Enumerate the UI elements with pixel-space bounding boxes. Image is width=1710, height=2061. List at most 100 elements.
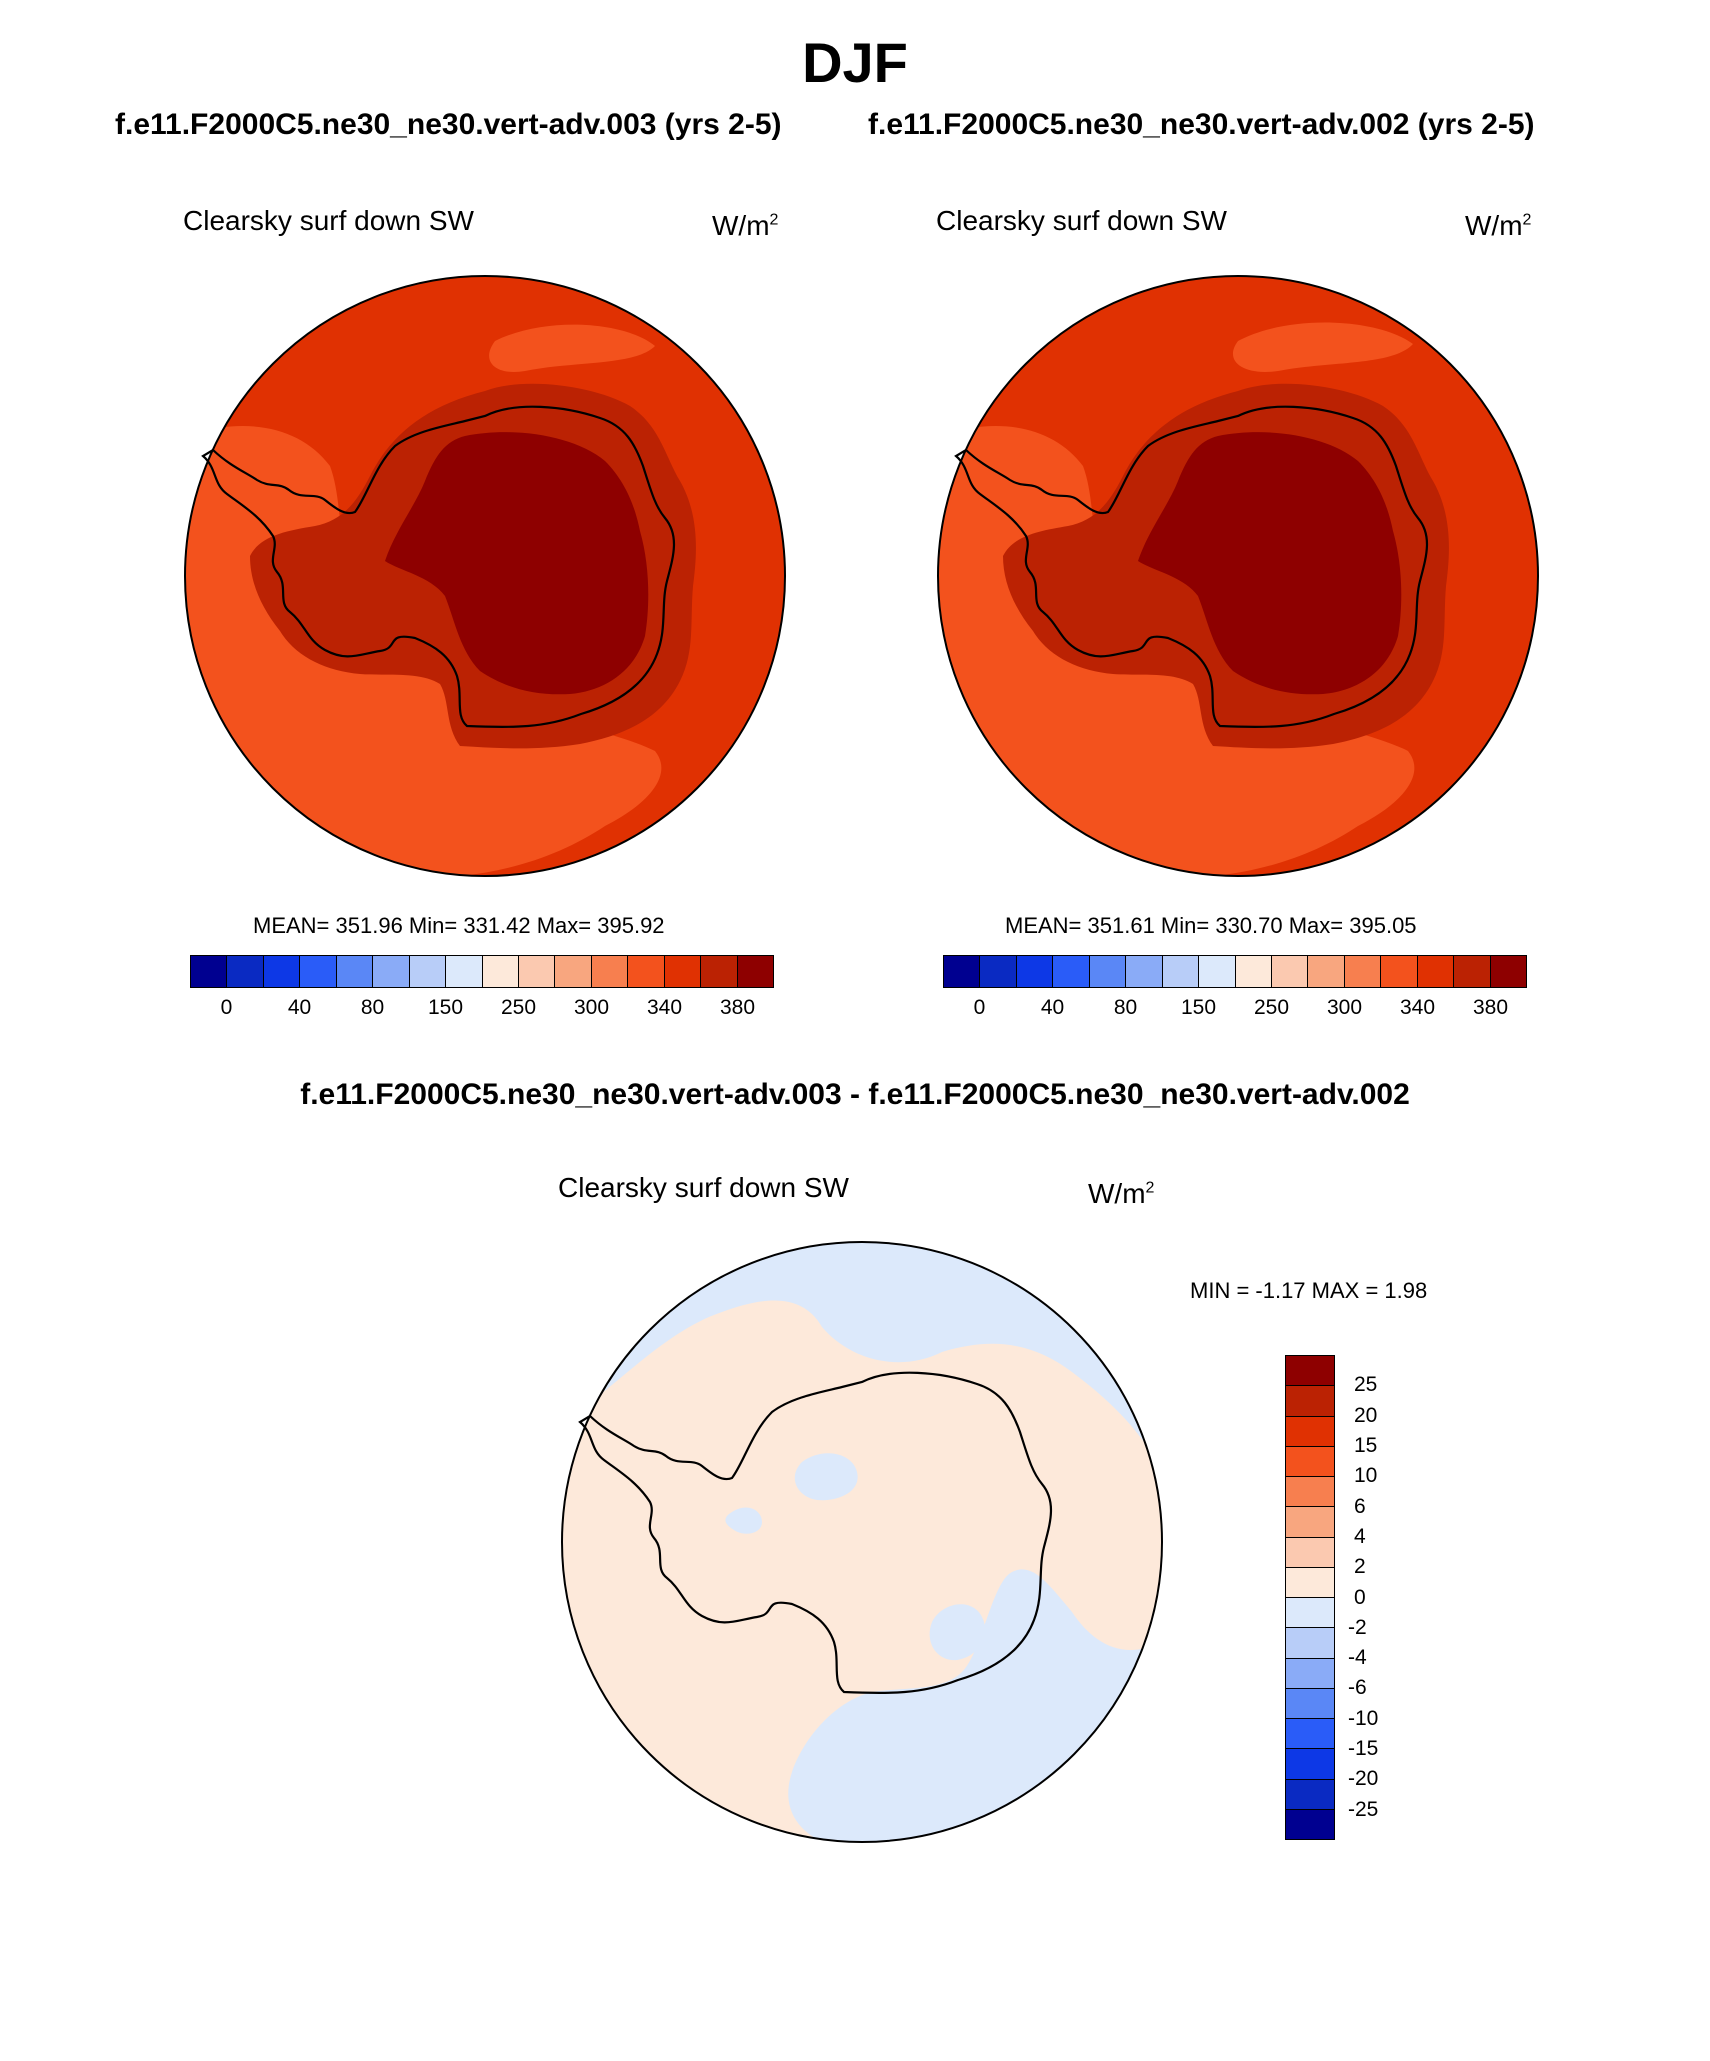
colorbar-swatch bbox=[1381, 956, 1418, 987]
colorbar-swatch bbox=[482, 956, 519, 987]
colorbar-swatch bbox=[1308, 956, 1345, 987]
colorbar-swatch bbox=[944, 956, 981, 987]
colorbar-swatch bbox=[1286, 1809, 1334, 1839]
colorbar-swatch bbox=[446, 956, 483, 987]
colorbar-swatch bbox=[737, 956, 773, 987]
panel-a-stats: MEAN= 351.96 Min= 331.42 Max= 395.92 bbox=[253, 913, 665, 938]
colorbar-swatch bbox=[1199, 956, 1236, 987]
colorbar-swatch bbox=[1286, 1537, 1334, 1568]
colorbar-swatch bbox=[191, 956, 228, 987]
colorbar-swatch bbox=[1286, 1416, 1334, 1447]
colorbar-swatch bbox=[263, 956, 301, 987]
colorbar-swatch bbox=[336, 956, 374, 987]
panel-a-colorbar-ticks: 0 40 80 150 250 300 340 380 bbox=[190, 996, 774, 1022]
panel-a-unit: W/m2 bbox=[712, 210, 779, 241]
colorbar-tick-label: 10 bbox=[1354, 1464, 1378, 1488]
colorbar-swatch bbox=[1286, 1598, 1334, 1629]
map-boundary bbox=[184, 275, 786, 877]
panel-b-variable-label: Clearsky surf down SW bbox=[936, 205, 1227, 236]
colorbar-tick-label: 0 bbox=[220, 996, 233, 1019]
case-a-title: f.e11.F2000C5.ne30_ne30.vert-adv.003 (yr… bbox=[115, 108, 782, 141]
map-difference bbox=[561, 1241, 1163, 1843]
colorbar-tick-label: 0 bbox=[973, 996, 986, 1019]
colorbar-tick-label: -20 bbox=[1348, 1767, 1379, 1791]
colorbar-swatch bbox=[1271, 956, 1309, 987]
colorbar-swatch bbox=[300, 956, 337, 987]
map-boundary bbox=[561, 1241, 1163, 1843]
colorbar-swatch bbox=[1454, 956, 1491, 987]
colorbar-tick-label: 150 bbox=[427, 996, 464, 1019]
colorbar-tick-label: 380 bbox=[1472, 996, 1509, 1019]
colorbar-swatch bbox=[1016, 956, 1054, 987]
ocean-outer-patch bbox=[489, 324, 655, 372]
plateau-region bbox=[1138, 432, 1402, 695]
colorbar-swatch bbox=[373, 956, 410, 987]
colorbar-swatch bbox=[518, 956, 556, 987]
colorbar-swatch bbox=[1286, 1749, 1334, 1780]
colorbar-swatch bbox=[1286, 1446, 1334, 1477]
difference-title: f.e11.F2000C5.ne30_ne30.vert-adv.003 - f… bbox=[300, 1078, 1410, 1111]
colorbar-tick-label: 150 bbox=[1180, 996, 1217, 1019]
colorbar-tick-label: -10 bbox=[1348, 1706, 1379, 1730]
difference-colorbar bbox=[1285, 1355, 1335, 1840]
colorbar-tick-label: 6 bbox=[1354, 1494, 1366, 1518]
colorbar-tick-label: 340 bbox=[646, 996, 683, 1019]
colorbar-swatch bbox=[1235, 956, 1272, 987]
panel-b-colorbar-ticks: 0 40 80 150 250 300 340 380 bbox=[943, 996, 1527, 1022]
map-boundary bbox=[937, 275, 1539, 877]
colorbar-swatch bbox=[1286, 1356, 1334, 1387]
colorbar-tick-label: 80 bbox=[360, 996, 385, 1019]
panel-b-unit: W/m2 bbox=[1465, 210, 1532, 241]
panel-b-stats: MEAN= 351.61 Min= 330.70 Max= 395.05 bbox=[1005, 913, 1417, 938]
colorbar-tick-label: 25 bbox=[1354, 1373, 1378, 1397]
positive-region bbox=[562, 1300, 1162, 1842]
negative-patch-3 bbox=[929, 1604, 986, 1661]
map-panel-b bbox=[937, 275, 1539, 877]
colorbar-tick-label: 250 bbox=[1253, 996, 1290, 1019]
colorbar-swatch bbox=[1286, 1628, 1334, 1659]
colorbar-tick-label: 300 bbox=[573, 996, 610, 1019]
colorbar-swatch bbox=[1344, 956, 1382, 987]
colorbar-tick-label: 80 bbox=[1113, 996, 1138, 1019]
colorbar-tick-label: -6 bbox=[1348, 1676, 1367, 1700]
colorbar-swatch bbox=[1286, 1658, 1334, 1689]
colorbar-swatch bbox=[1286, 1507, 1334, 1538]
ocean-outer-patch bbox=[1232, 322, 1413, 372]
colorbar-swatch bbox=[409, 956, 447, 987]
colorbar-swatch bbox=[1053, 956, 1090, 987]
colorbar-tick-label: -25 bbox=[1348, 1797, 1379, 1821]
colorbar-tick-label: 2 bbox=[1354, 1555, 1366, 1579]
colorbar-swatch bbox=[1286, 1779, 1334, 1810]
colorbar-swatch bbox=[1126, 956, 1163, 987]
colorbar-swatch bbox=[1162, 956, 1200, 987]
colorbar-tick-label: 380 bbox=[719, 996, 756, 1019]
colorbar-swatch bbox=[1089, 956, 1127, 987]
colorbar-tick-label: 0 bbox=[1354, 1585, 1366, 1609]
colorbar-tick-label: -15 bbox=[1348, 1737, 1379, 1761]
colorbar-swatch bbox=[1417, 956, 1455, 987]
colorbar-tick-label: 40 bbox=[1040, 996, 1065, 1019]
figure-title: DJF bbox=[802, 31, 908, 94]
colorbar-tick-label: 15 bbox=[1354, 1433, 1378, 1457]
colorbar-tick-label: -2 bbox=[1348, 1615, 1367, 1639]
colorbar-swatch bbox=[1286, 1719, 1334, 1750]
case-b-title: f.e11.F2000C5.ne30_ne30.vert-adv.002 (yr… bbox=[868, 108, 1535, 141]
map-panel-a bbox=[184, 275, 786, 877]
diff-stats: MIN = -1.17 MAX = 1.98 bbox=[1190, 1278, 1428, 1303]
panel-a-variable-label: Clearsky surf down SW bbox=[183, 205, 474, 236]
colorbar-tick-label: 40 bbox=[287, 996, 312, 1019]
colorbar-tick-label: 20 bbox=[1354, 1403, 1378, 1427]
colorbar-tick-label: 250 bbox=[500, 996, 537, 1019]
colorbar-tick-label: 300 bbox=[1326, 996, 1363, 1019]
colorbar-swatch bbox=[555, 956, 592, 987]
colorbar-swatch bbox=[1286, 1386, 1334, 1417]
colorbar-swatch bbox=[1286, 1477, 1334, 1508]
negative-patch-2 bbox=[725, 1507, 762, 1534]
colorbar-tick-label: 4 bbox=[1354, 1524, 1366, 1548]
colorbar-swatch bbox=[227, 956, 264, 987]
panel-b-colorbar bbox=[943, 955, 1527, 988]
colorbar-tick-label: 340 bbox=[1399, 996, 1436, 1019]
colorbar-swatch bbox=[1286, 1688, 1334, 1719]
panel-a-colorbar bbox=[190, 955, 774, 988]
colorbar-swatch bbox=[980, 956, 1017, 987]
